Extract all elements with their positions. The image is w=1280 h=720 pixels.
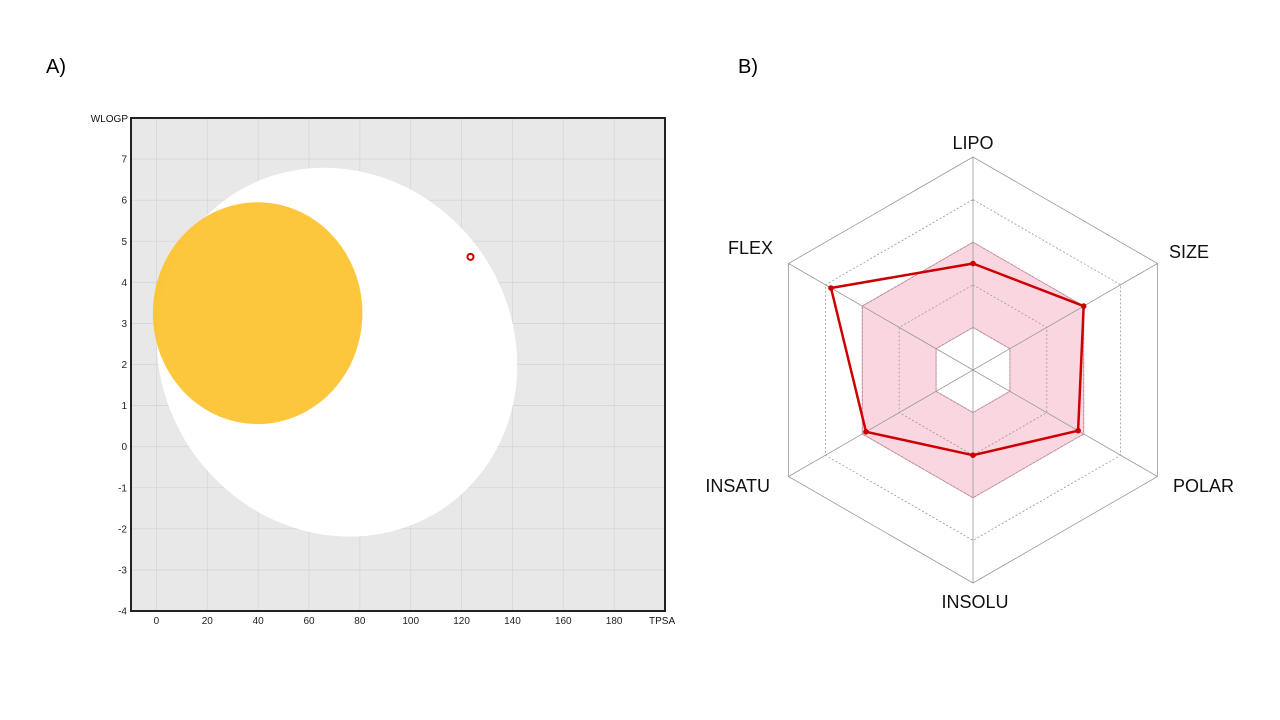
optimal-range-band: [862, 242, 1084, 498]
y-tick-label: 0: [121, 442, 127, 453]
radar-vertex-insatu: [863, 428, 869, 435]
x-tick-label: 160: [555, 616, 572, 627]
plot-area: [131, 118, 665, 611]
radar-vertex-polar: [1075, 427, 1081, 434]
y-tick-label: 6: [121, 196, 127, 207]
y-tick-label: -3: [118, 565, 127, 576]
y-tick-label: 3: [121, 319, 127, 330]
molecule-point: [466, 252, 475, 261]
x-tick-label: 0: [154, 616, 160, 627]
radar-spoke: [788, 263, 974, 371]
y-axis-label: WLOGP: [91, 114, 129, 125]
panel-b-label: B): [738, 56, 758, 78]
x-tick-label: 140: [504, 616, 521, 627]
radar-vertex-size: [1080, 303, 1087, 309]
radar-vertex-lipo: [970, 260, 976, 267]
radar-axis-label-insolu: INSOLU: [941, 592, 1008, 612]
x-tick-label: 100: [402, 616, 419, 627]
y-tick-label: 7: [121, 155, 127, 166]
radar-spoke: [972, 263, 1158, 371]
radar-spoke: [972, 369, 1158, 477]
radar-axis-label-lipo: LIPO: [952, 133, 993, 153]
boiled-egg-chart: 0 20 40 60 80 100 120 140 160 180 -4 -3 -2 -1 0 1 2 3 4 5 6 7…: [91, 114, 676, 627]
x-tick-label: 40: [253, 616, 265, 627]
y-tick-label: 4: [121, 278, 127, 289]
y-tick-label: 5: [121, 237, 127, 248]
x-tick-label: 180: [606, 616, 623, 627]
bioavailability-radar-chart: LIPO SIZE POLAR INSOLU INSATU FLEX: [705, 133, 1234, 612]
y-tick-label: -4: [118, 607, 127, 618]
radar-vertex-insolu: [970, 452, 976, 459]
radar-vertex-flex: [828, 285, 834, 291]
x-tick-label: 80: [354, 616, 366, 627]
radar-axis-label-polar: POLAR: [1173, 476, 1234, 496]
radar-axis-label-insatu: INSATU: [705, 476, 770, 496]
radar-spoke: [788, 369, 974, 477]
radar-axis-label-size: SIZE: [1169, 242, 1209, 262]
x-axis-label: TPSA: [649, 616, 675, 627]
y-tick-label: -1: [118, 483, 127, 494]
radar-axis-label-flex: FLEX: [728, 238, 773, 258]
x-tick-label: 20: [202, 616, 214, 627]
panel-a-label: A): [46, 56, 66, 78]
y-tick-label: -2: [118, 524, 127, 535]
yolk-region-ellipse: [152, 202, 363, 425]
y-tick-label: 2: [121, 360, 127, 371]
x-tick-label: 120: [453, 616, 470, 627]
x-tick-label: 60: [303, 616, 315, 627]
y-tick-label: 1: [121, 401, 127, 412]
plot-frame: [130, 117, 666, 612]
